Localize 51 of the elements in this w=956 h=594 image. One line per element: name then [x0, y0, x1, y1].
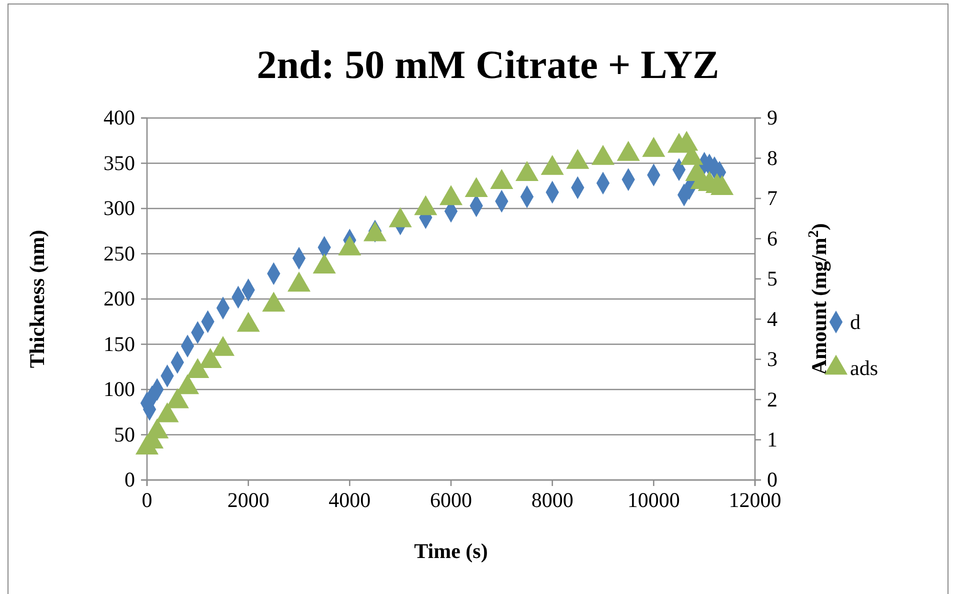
y2-tick-label: 2	[767, 387, 778, 412]
x-axis-title: Time (s)	[414, 539, 488, 563]
point	[388, 207, 412, 228]
point	[186, 358, 210, 378]
point	[146, 418, 169, 438]
y-tick-label: 0	[124, 468, 135, 492]
y-tick-label: 250	[104, 241, 135, 266]
point	[414, 195, 438, 216]
point	[338, 235, 362, 256]
y-tick-label: 100	[104, 377, 135, 402]
y-tick-label: 50	[114, 422, 135, 446]
y2-tick-label: 8	[767, 146, 778, 170]
y-tick-label: 150	[104, 332, 135, 356]
y2-tick-label: 3	[767, 347, 778, 372]
x-tick-label: 6000	[430, 488, 472, 512]
legend-label: ads	[850, 356, 878, 380]
point	[312, 254, 336, 274]
x-tick-label: 8000	[531, 488, 574, 512]
point	[211, 336, 235, 356]
x-tick-label: 0	[142, 488, 152, 512]
x-tick-label: 2000	[227, 488, 270, 512]
point	[515, 161, 539, 181]
chart-title: 2nd: 50 mM Citrate + LYZ	[256, 42, 720, 87]
point	[262, 292, 286, 312]
legend-label: d	[850, 310, 861, 334]
point	[616, 140, 640, 161]
point	[490, 169, 514, 190]
y2-tick-label: 6	[767, 226, 778, 250]
y2-tick-label: 1	[767, 428, 778, 452]
y-tick-label: 350	[104, 150, 135, 175]
y2-tick-label: 4	[767, 306, 778, 331]
point	[642, 136, 666, 157]
point	[439, 185, 463, 206]
point	[363, 221, 387, 242]
point	[591, 144, 615, 165]
y-tick-label: 400	[104, 106, 135, 130]
point	[710, 175, 734, 196]
x-tick-label: 10000	[627, 488, 680, 512]
y2-tick-label: 5	[767, 266, 778, 291]
point	[236, 312, 260, 332]
point	[156, 402, 179, 422]
y-axis-title: Thickness (nm)	[25, 230, 49, 368]
point	[287, 272, 311, 292]
y-tick-label: 200	[104, 286, 135, 311]
point	[566, 148, 590, 169]
point	[540, 154, 564, 175]
y2-tick-label: 9	[767, 106, 778, 130]
y2-tick-label: 7	[767, 186, 778, 210]
point	[464, 177, 488, 198]
y-tick-label: 300	[104, 196, 135, 220]
x-tick-label: 4000	[328, 488, 371, 512]
